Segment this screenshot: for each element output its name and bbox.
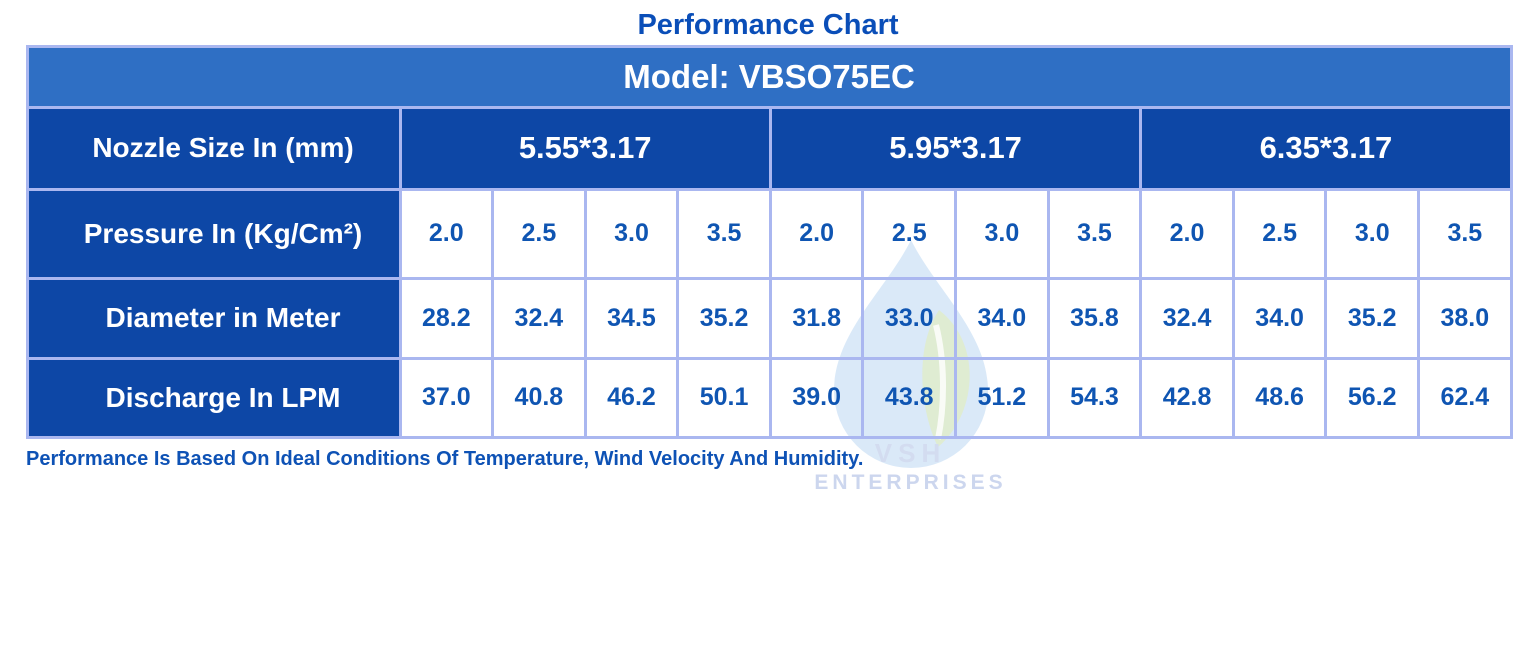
pressure-value: 3.0 <box>583 187 680 280</box>
nozzle-size-1: 5.55*3.17 <box>398 105 772 191</box>
discharge-value: 46.2 <box>583 356 680 439</box>
spec-table: Model: VBSO75EC Nozzle Size In (mm) 5.55… <box>25 44 1513 439</box>
performance-table: VSH ENTERPRISES Model: VBSO75EC Nozzle S… <box>25 44 1513 494</box>
row-header-discharge: Discharge In LPM <box>25 356 402 439</box>
diameter-value: 34.5 <box>583 276 680 360</box>
row-header-diameter: Diameter in Meter <box>25 276 402 360</box>
row-header-pressure: Pressure In (Kg/Cm²) <box>25 187 402 280</box>
diameter-value: 34.0 <box>954 276 1050 360</box>
performance-disclaimer: Performance Is Based On Ideal Conditions… <box>26 447 864 470</box>
watermark-enterprises-text: ENTERPRISES <box>814 470 1007 494</box>
pressure-value: 3.5 <box>1417 187 1513 280</box>
nozzle-size-3: 6.35*3.17 <box>1139 105 1513 191</box>
page-title: Performance Chart <box>637 9 899 41</box>
nozzle-size-2: 5.95*3.17 <box>768 105 1143 191</box>
pressure-value: 2.5 <box>491 187 587 280</box>
pressure-value: 2.5 <box>1231 187 1328 280</box>
discharge-value: 50.1 <box>676 356 772 439</box>
diameter-value: 32.4 <box>491 276 587 360</box>
pressure-value: 2.5 <box>861 187 958 280</box>
diameter-value: 35.8 <box>1046 276 1143 360</box>
pressure-value: 2.0 <box>768 187 865 280</box>
diameter-value: 35.2 <box>1324 276 1421 360</box>
discharge-value: 40.8 <box>491 356 587 439</box>
diameter-value: 32.4 <box>1139 276 1235 360</box>
table-row: Model: VBSO75EC <box>25 44 1513 109</box>
page: Performance Chart VSH ENTERPRISES Model:… <box>25 9 1513 494</box>
table-row: Discharge In LPM 37.0 40.8 46.2 50.1 39.… <box>25 356 1513 439</box>
diameter-value: 35.2 <box>676 276 772 360</box>
model-header: Model: VBSO75EC <box>25 44 1513 109</box>
diameter-value: 28.2 <box>398 276 495 360</box>
discharge-value: 43.8 <box>861 356 958 439</box>
table-row: Nozzle Size In (mm) 5.55*3.17 5.95*3.17 … <box>25 105 1513 191</box>
pressure-value: 3.5 <box>676 187 772 280</box>
pressure-value: 2.0 <box>398 187 495 280</box>
diameter-value: 33.0 <box>861 276 958 360</box>
discharge-value: 48.6 <box>1231 356 1328 439</box>
discharge-value: 37.0 <box>398 356 495 439</box>
table-row: Diameter in Meter 28.2 32.4 34.5 35.2 31… <box>25 276 1513 360</box>
discharge-value: 54.3 <box>1046 356 1143 439</box>
diameter-value: 31.8 <box>768 276 865 360</box>
discharge-value: 42.8 <box>1139 356 1235 439</box>
discharge-value: 56.2 <box>1324 356 1421 439</box>
discharge-value: 62.4 <box>1417 356 1513 439</box>
pressure-value: 3.0 <box>1324 187 1421 280</box>
pressure-value: 3.5 <box>1046 187 1143 280</box>
table-row: Pressure In (Kg/Cm²) 2.0 2.5 3.0 3.5 2.0… <box>25 187 1513 280</box>
diameter-value: 34.0 <box>1231 276 1328 360</box>
discharge-value: 39.0 <box>768 356 865 439</box>
diameter-value: 38.0 <box>1417 276 1513 360</box>
discharge-value: 51.2 <box>954 356 1050 439</box>
pressure-value: 3.0 <box>954 187 1050 280</box>
row-header-nozzle-size: Nozzle Size In (mm) <box>25 105 402 191</box>
pressure-value: 2.0 <box>1139 187 1235 280</box>
